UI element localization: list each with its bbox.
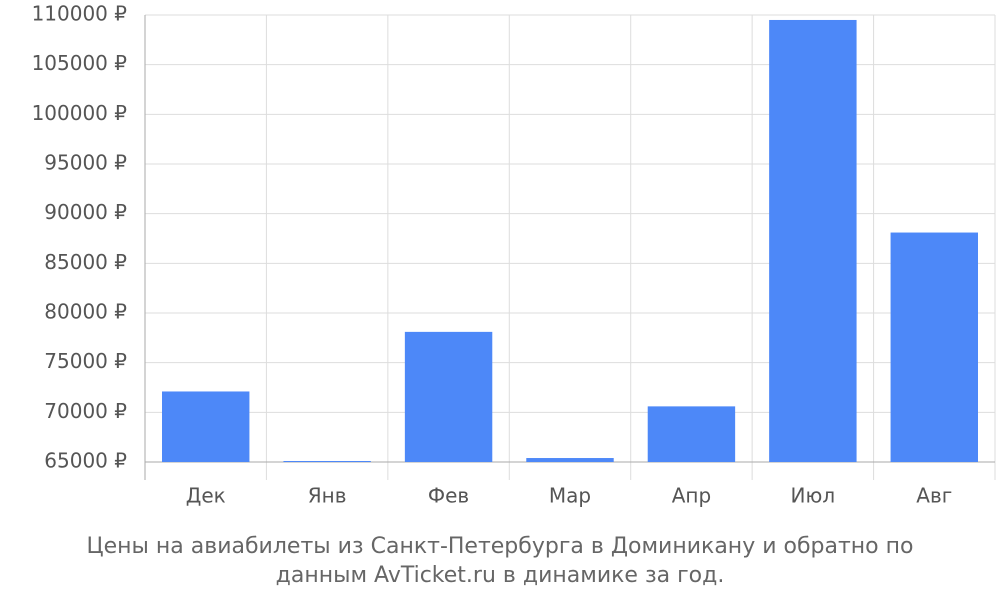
y-tick-label: 95000 ₽: [44, 151, 127, 175]
bar: [647, 406, 736, 462]
x-tick-label: Янв: [308, 484, 347, 508]
x-tick-label: Фев: [428, 484, 469, 508]
y-tick-label: 85000 ₽: [44, 250, 127, 274]
bar: [769, 19, 857, 462]
y-tick-label: 105000 ₽: [32, 51, 128, 75]
y-tick-label: 90000 ₽: [44, 200, 127, 224]
x-tick-label: Апр: [672, 484, 711, 508]
bar: [283, 461, 371, 462]
bar: [890, 232, 978, 462]
bar: [162, 391, 250, 462]
chart-title: Цены на авиабилеты из Санкт-Петербурга в…: [86, 534, 914, 588]
y-tick-label: 100000 ₽: [32, 101, 128, 125]
bar: [526, 458, 614, 462]
chart: 65000 ₽ 70000 ₽ 75000 ₽ 80000 ₽ 85000 ₽ 90000…: [32, 2, 996, 508]
y-tick-label: 65000 ₽: [44, 449, 127, 473]
y-tick-label: 80000 ₽: [44, 300, 127, 324]
x-tick-label: Мар: [549, 484, 591, 508]
y-tick-label: 70000 ₽: [44, 399, 127, 423]
bar: [404, 331, 493, 462]
y-tick-label: 110000 ₽: [32, 2, 128, 26]
x-tick-label: Июл: [791, 484, 836, 508]
x-tick-label: Дек: [186, 484, 226, 508]
y-tick-label: 75000 ₽: [44, 349, 127, 373]
x-tick-label: Авг: [916, 484, 952, 508]
